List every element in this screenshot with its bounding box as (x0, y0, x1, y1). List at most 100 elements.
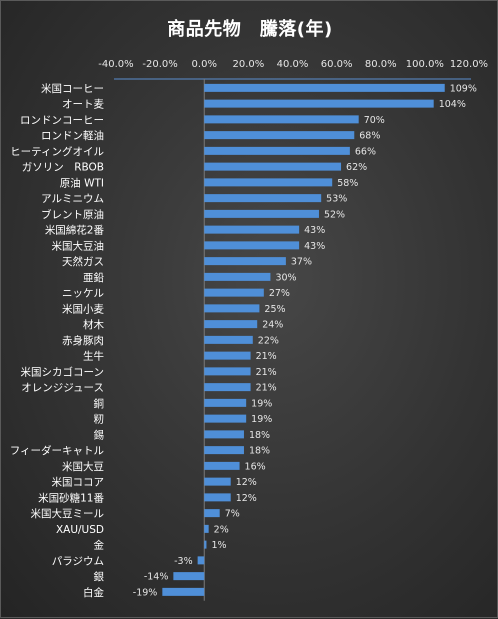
x-tick-label: 120.0% (450, 59, 488, 70)
data-label: 18% (249, 446, 270, 457)
data-label: 21% (256, 351, 277, 362)
category-label: 天然ガス (62, 255, 104, 268)
bar (204, 540, 207, 549)
data-label: 43% (304, 225, 325, 236)
data-label: 30% (275, 272, 296, 283)
category-label: 原油 WTI (60, 176, 104, 189)
x-tick-label: 100.0% (406, 59, 444, 70)
category-label: ロンドン軽油 (41, 129, 104, 142)
category-label: 米国砂糖11番 (38, 491, 104, 504)
category-label: ヒーティングオイル (10, 145, 104, 158)
category-label: 米国大豆 (62, 460, 104, 473)
data-label: 66% (355, 146, 376, 157)
data-label: 12% (236, 477, 257, 488)
x-tick-label: 60.0% (321, 59, 353, 70)
bar (204, 493, 231, 502)
data-label: 70% (364, 115, 385, 126)
x-tick-label: 40.0% (277, 59, 309, 70)
data-label: 21% (256, 367, 277, 378)
bar (204, 509, 220, 518)
category-label: 赤身豚肉 (62, 334, 104, 347)
bar (204, 524, 209, 533)
category-label: オレンジジュース (21, 382, 104, 394)
data-label: 43% (304, 241, 325, 252)
bar (204, 430, 244, 439)
data-label: 19% (251, 398, 272, 409)
data-label: 1% (211, 540, 226, 551)
category-label: 材木 (83, 318, 104, 331)
bar (204, 446, 244, 455)
category-label: アルミニウム (41, 193, 104, 205)
bar (204, 288, 264, 297)
category-label: 米国大豆ミール (31, 507, 105, 520)
data-label: 19% (251, 414, 272, 425)
bar (197, 556, 205, 565)
x-tick-label: 0.0% (192, 59, 217, 70)
bar (204, 383, 251, 392)
category-label: 米国綿花2番 (45, 224, 105, 237)
category-label: ニッケル (62, 288, 104, 300)
data-label: 16% (245, 461, 266, 472)
bar (204, 320, 258, 329)
data-label: 12% (236, 493, 257, 504)
data-label: 22% (258, 335, 279, 346)
category-label: 銀 (94, 570, 105, 583)
data-label: 62% (346, 162, 367, 173)
chart-title: 商品先物 騰落(年) (167, 19, 333, 40)
category-label: 銅 (94, 397, 105, 410)
data-label: -3% (174, 556, 193, 567)
data-label: 58% (337, 178, 358, 189)
bar (173, 572, 205, 581)
category-label: パラジウム (52, 555, 104, 567)
bar (204, 162, 342, 171)
data-label: 53% (326, 194, 347, 205)
data-label: 7% (225, 509, 240, 520)
category-label: ロンドンコーヒー (20, 114, 104, 126)
data-label: 68% (359, 131, 380, 142)
data-label: 37% (291, 257, 312, 268)
bar (204, 272, 271, 281)
category-label: 米国小麦 (62, 302, 104, 315)
bar (204, 398, 247, 407)
category-label: ガソリン RBOB (22, 162, 104, 174)
bar (204, 351, 251, 360)
category-label: オート麦 (62, 99, 104, 111)
bar (204, 99, 434, 108)
data-label: -14% (144, 572, 169, 583)
data-label: -19% (133, 587, 158, 598)
x-tick-label: -40.0% (98, 59, 133, 70)
bar (204, 115, 359, 124)
data-label: 109% (450, 83, 477, 94)
bar (162, 587, 205, 596)
bar (204, 461, 240, 470)
bar (204, 209, 319, 218)
bar (204, 335, 253, 344)
bar (204, 178, 333, 187)
data-label: 24% (262, 320, 283, 331)
data-label: 18% (249, 430, 270, 441)
bar (204, 83, 445, 92)
category-label: 白金 (83, 586, 104, 599)
bar (204, 367, 251, 376)
bar (204, 241, 300, 250)
category-label: 亜鉛 (83, 271, 104, 284)
data-label: 104% (439, 99, 466, 110)
bar (204, 131, 355, 140)
category-label: XAU/USD (56, 524, 104, 536)
category-label: 生牛 (83, 350, 104, 363)
x-tick-label: 20.0% (232, 59, 264, 70)
bar (204, 194, 322, 203)
bar (204, 146, 350, 155)
data-label: 52% (324, 209, 345, 220)
bar (204, 477, 231, 486)
category-label: 米国ココア (52, 476, 105, 489)
bar (204, 414, 247, 423)
category-label: ブレント原油 (41, 208, 104, 221)
x-tick-label: -20.0% (142, 59, 177, 70)
category-label: 米国シカゴコーン (21, 365, 104, 378)
data-label: 2% (214, 524, 229, 535)
data-label: 27% (269, 288, 290, 299)
category-label: 錫 (94, 428, 105, 441)
